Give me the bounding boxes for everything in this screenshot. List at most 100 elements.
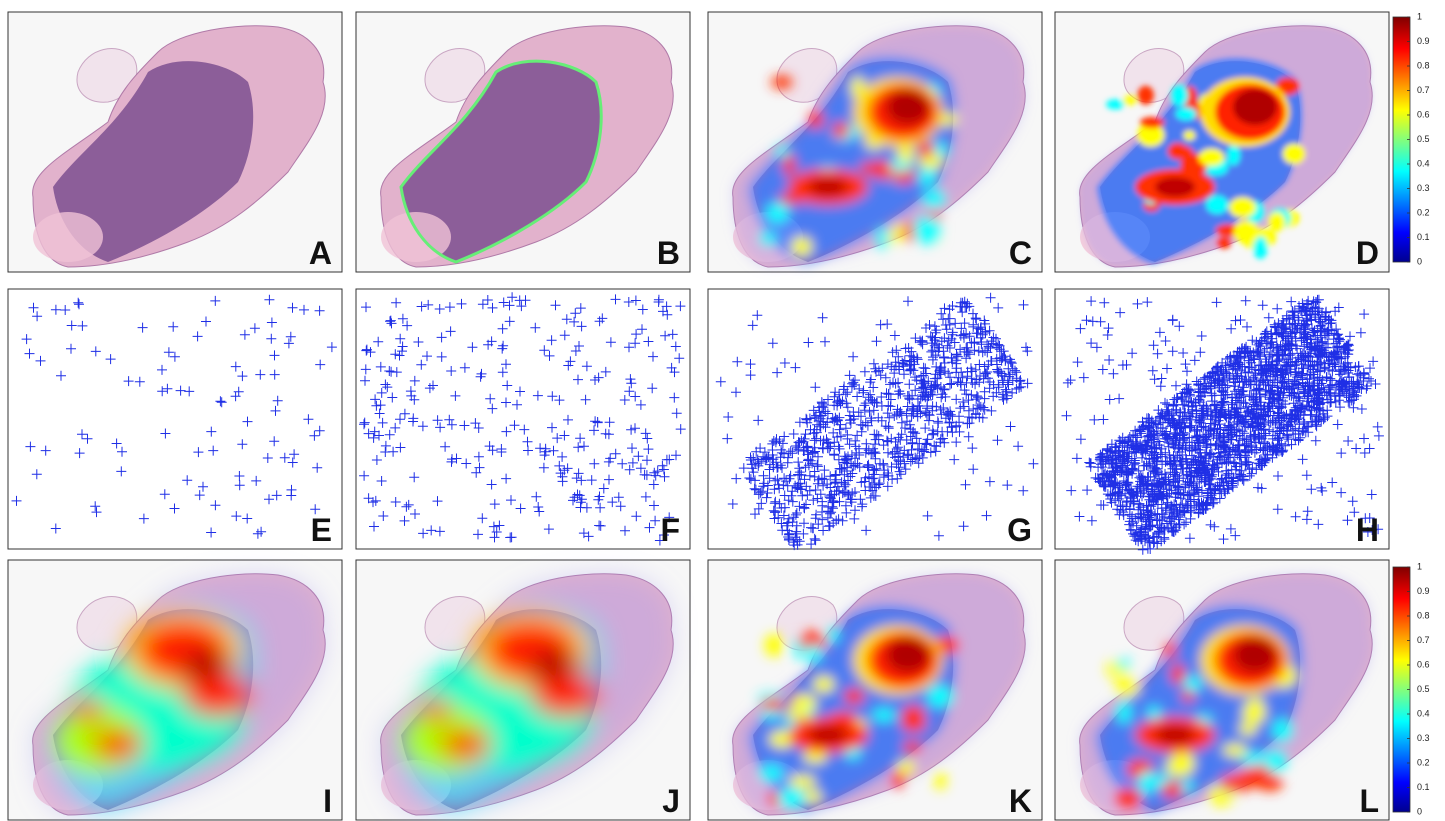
heat-blob — [832, 122, 850, 138]
heat-blob — [73, 698, 103, 722]
colorbar-tick-label: 0.3 — [1417, 733, 1430, 743]
heat-blob — [1184, 676, 1202, 691]
heat-blob — [777, 788, 805, 808]
panel: B — [356, 12, 690, 272]
colorbar-tick-label: 0.4 — [1417, 158, 1430, 168]
heat-blob — [876, 227, 888, 250]
heat-blob — [872, 160, 892, 180]
heat-blob — [1268, 212, 1285, 232]
panel-letter: B — [657, 235, 680, 271]
heat-blob — [1198, 148, 1224, 166]
panel: I — [8, 560, 342, 820]
heat-blob — [759, 765, 783, 781]
heat-blob — [441, 730, 491, 760]
heat-blob — [844, 688, 865, 704]
heat-blob — [1175, 107, 1196, 120]
panel: E — [8, 289, 342, 549]
colorbar-tick-label: 0.2 — [1417, 757, 1430, 767]
panel: A — [8, 12, 342, 272]
heat-blob — [902, 741, 921, 753]
colorbar-tick-label: 0.9 — [1417, 586, 1430, 596]
panel: H — [1055, 289, 1389, 555]
heat-blob — [813, 676, 835, 693]
heat-blob — [1114, 679, 1139, 696]
heat-blob — [531, 673, 601, 717]
heat-blob — [183, 673, 253, 717]
heat-blob — [1229, 197, 1256, 218]
heat-blob — [891, 771, 904, 789]
heat-blob — [1171, 84, 1188, 106]
heat-blob — [807, 644, 822, 663]
panel-letter: D — [1356, 235, 1379, 271]
heat-blob — [93, 730, 143, 760]
heat-blob — [1227, 145, 1240, 166]
heat-blob — [1206, 195, 1229, 214]
heat-blob — [923, 190, 945, 208]
colorbar-tick-label: 0.1 — [1417, 232, 1430, 242]
colorbar-tick-label: 0.1 — [1417, 782, 1430, 792]
colorbar-tick-label: 1 — [1417, 561, 1422, 571]
heat-blob — [886, 89, 930, 125]
heat-blob — [1155, 725, 1195, 745]
colorbar-tick-label: 0.6 — [1417, 109, 1430, 119]
heat-blob — [1272, 719, 1292, 742]
heat-blob — [783, 154, 795, 177]
panel-letter: L — [1359, 783, 1379, 819]
panel-letter: E — [311, 512, 332, 548]
heat-blob — [761, 698, 785, 711]
heat-blob — [1265, 750, 1287, 773]
heat-blob — [1223, 744, 1247, 757]
heat-blob — [764, 634, 783, 657]
panel: F — [356, 289, 690, 549]
panel: L — [1055, 560, 1389, 820]
heat-blob — [886, 637, 930, 673]
colorbar-tick-label: 0.2 — [1417, 207, 1430, 217]
panel-letter: J — [662, 783, 680, 819]
heat-blob — [1155, 177, 1195, 197]
panel-letter: I — [323, 783, 332, 819]
heat-blob — [1243, 767, 1266, 788]
heat-blob — [1239, 723, 1257, 735]
heat-blob — [1140, 117, 1165, 128]
colorbar-tick-label: 0.5 — [1417, 134, 1430, 144]
heat-blob — [1161, 781, 1183, 798]
heat-blob — [1183, 130, 1195, 140]
heat-blob — [766, 203, 789, 223]
panel-letter: G — [1007, 512, 1032, 548]
heat-blob — [1116, 658, 1131, 669]
heat-blob — [1139, 771, 1156, 794]
heat-blob — [1170, 664, 1184, 685]
heat-blob — [1138, 86, 1154, 105]
colorbar-tick-label: 0.7 — [1417, 85, 1430, 95]
heat-blob — [421, 698, 451, 722]
heat-blob — [872, 708, 895, 721]
colorbar-tick-label: 0.5 — [1417, 684, 1430, 694]
colorbar-tick-label: 0.8 — [1417, 60, 1430, 70]
heat-blob — [808, 111, 823, 129]
colorbar-tick-label: 0 — [1417, 256, 1422, 266]
tissue-region — [33, 212, 103, 262]
colorbar-tick-label: 0.7 — [1417, 635, 1430, 645]
panel: D — [1055, 12, 1389, 272]
heat-blob — [1170, 752, 1195, 773]
panel: K — [708, 560, 1042, 820]
panel: G — [708, 289, 1042, 550]
heat-blob — [1242, 702, 1265, 724]
heat-blob — [760, 232, 777, 245]
heat-blob — [808, 725, 848, 745]
heat-blob — [919, 142, 935, 158]
heat-blob — [919, 168, 937, 187]
colorbar-tick-label: 0.9 — [1417, 36, 1430, 46]
colorbar-tick-label: 0.4 — [1417, 708, 1430, 718]
colorbar-tick-label: 0.3 — [1417, 183, 1430, 193]
heat-blob — [1233, 637, 1277, 673]
heat-blob — [913, 217, 941, 240]
panel-letter: K — [1009, 783, 1032, 819]
heat-blob — [1240, 752, 1267, 765]
heat-blob — [901, 716, 926, 732]
heat-blob — [1123, 95, 1136, 105]
heat-blob — [1165, 643, 1177, 659]
heat-blob — [1106, 99, 1124, 109]
panel-letter: C — [1009, 235, 1032, 271]
colorbar-tick-label: 0.6 — [1417, 659, 1430, 669]
